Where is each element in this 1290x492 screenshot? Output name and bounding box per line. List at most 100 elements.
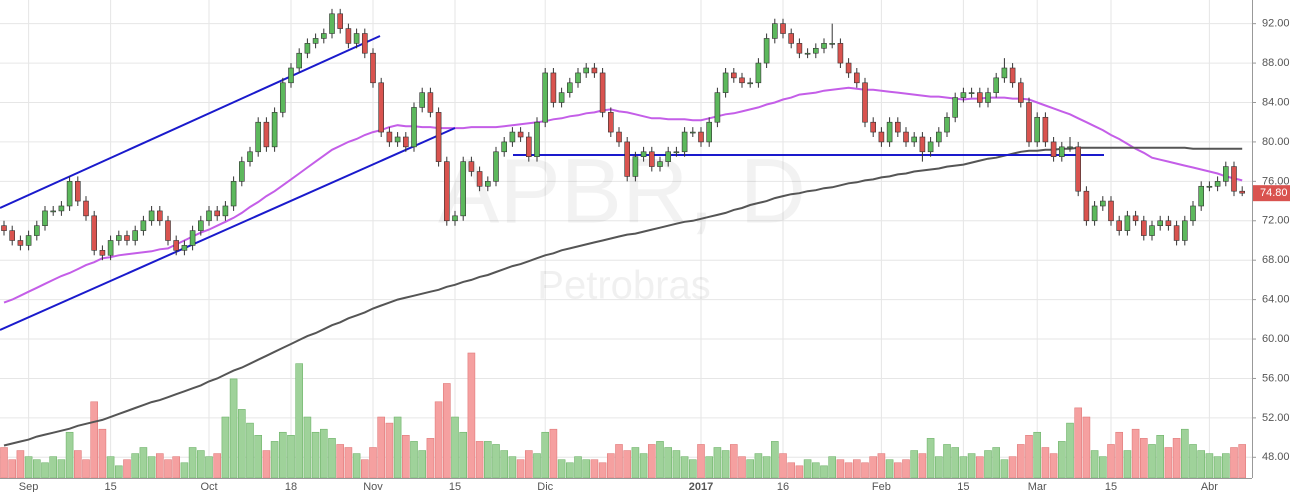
candle-body bbox=[288, 67, 294, 84]
volume-bar bbox=[41, 462, 49, 479]
volume-bar bbox=[861, 462, 869, 479]
volume-bar bbox=[623, 450, 632, 479]
x-tick-label: 2017 bbox=[689, 481, 713, 492]
volume-bar bbox=[787, 462, 796, 479]
volume-bar bbox=[1205, 453, 1214, 479]
candle-body bbox=[1108, 200, 1114, 222]
volume-bar bbox=[926, 438, 935, 479]
candle-body bbox=[148, 210, 155, 222]
candle-body bbox=[845, 62, 852, 74]
candle-body bbox=[83, 200, 89, 217]
volume-bar bbox=[410, 441, 418, 479]
volume-bar bbox=[844, 462, 853, 479]
y-tick-label: 48.00 bbox=[1262, 451, 1290, 463]
volume-bar bbox=[721, 450, 730, 479]
volume-bar bbox=[238, 409, 246, 479]
volume-bar bbox=[1000, 459, 1009, 479]
volume-bar bbox=[360, 459, 369, 479]
candle-body bbox=[763, 38, 770, 64]
volume-bar bbox=[459, 431, 468, 479]
volume-bar bbox=[606, 453, 615, 479]
volume-bar bbox=[992, 447, 1001, 479]
candle-body bbox=[116, 235, 122, 241]
volume-bar bbox=[762, 456, 771, 479]
volume-bar bbox=[246, 422, 254, 479]
candle-body bbox=[829, 43, 836, 45]
volume-bar bbox=[1140, 438, 1148, 479]
candle-body bbox=[739, 77, 745, 84]
volume-bar bbox=[590, 459, 599, 479]
volume-bar bbox=[754, 453, 763, 479]
volume-bar bbox=[1148, 444, 1156, 479]
volume-bar bbox=[24, 456, 33, 479]
candle-body bbox=[706, 121, 713, 143]
candle-body bbox=[509, 131, 516, 143]
candle-body bbox=[279, 82, 286, 113]
volume-bar bbox=[705, 456, 714, 479]
x-tick-label: Oct bbox=[200, 481, 217, 492]
candle-body bbox=[181, 245, 188, 251]
x-tick-label: Sep bbox=[19, 481, 39, 492]
candle-body bbox=[796, 43, 803, 54]
volume-bar bbox=[893, 462, 902, 479]
volume-bar bbox=[1189, 444, 1197, 479]
candle-body bbox=[837, 43, 844, 64]
volume-bar bbox=[115, 465, 123, 479]
candle-body bbox=[632, 156, 639, 177]
volume-bar bbox=[877, 453, 886, 479]
volume-bar bbox=[336, 444, 345, 479]
volume-bar bbox=[401, 435, 410, 479]
candle-body bbox=[517, 131, 524, 138]
candle-body bbox=[107, 240, 114, 256]
candle-body bbox=[542, 72, 549, 123]
volume-bar bbox=[418, 450, 427, 479]
candle-body bbox=[271, 112, 278, 148]
candle-body bbox=[1206, 185, 1213, 188]
volume-bar bbox=[352, 453, 361, 479]
candle-body bbox=[435, 112, 442, 162]
candle-body bbox=[484, 181, 491, 187]
volume-bar bbox=[615, 444, 623, 479]
volume-bar bbox=[188, 447, 197, 479]
volume-bar bbox=[647, 444, 656, 479]
candle-body bbox=[99, 250, 106, 256]
axes: 48.00 52.00 56.00 60.00 64.00 68.00 72.00 76.00… bbox=[19, 18, 1290, 492]
volume-bar bbox=[205, 456, 213, 479]
trend-line bbox=[0, 127, 456, 331]
candle-body bbox=[1050, 141, 1057, 158]
y-tick-label: 60.00 bbox=[1262, 333, 1290, 345]
candle-body bbox=[33, 225, 40, 236]
candle-body bbox=[714, 92, 721, 123]
volume-bar bbox=[1164, 447, 1173, 479]
candle-body bbox=[1059, 146, 1065, 158]
candle-body bbox=[222, 205, 229, 217]
candle-body bbox=[66, 181, 73, 207]
volume-bar bbox=[229, 378, 238, 479]
candle-body bbox=[329, 13, 335, 34]
candle-body bbox=[58, 205, 65, 212]
candle-body bbox=[345, 28, 352, 44]
candle-body bbox=[263, 121, 270, 148]
candle-body bbox=[525, 136, 532, 158]
candle-body bbox=[1182, 220, 1188, 241]
x-tick-label: 15 bbox=[104, 481, 116, 492]
candle-body bbox=[780, 23, 786, 34]
volume-bar bbox=[1222, 453, 1230, 479]
candle-body bbox=[312, 38, 319, 44]
candle-body bbox=[75, 181, 81, 202]
volume-bar bbox=[951, 447, 960, 479]
volume-bar bbox=[1066, 422, 1074, 479]
volume-bar bbox=[262, 450, 271, 479]
candle-body bbox=[1223, 166, 1229, 182]
candle-body bbox=[698, 131, 704, 143]
candle-body bbox=[370, 52, 376, 84]
candle-body bbox=[1067, 146, 1073, 149]
candle-body bbox=[788, 33, 795, 44]
moving-average-line bbox=[3, 146, 1243, 447]
x-tick-label: Nov bbox=[363, 481, 383, 492]
volume-bar bbox=[811, 462, 820, 479]
watermark-name: Petrobras bbox=[537, 264, 710, 308]
candle-body bbox=[140, 220, 147, 231]
candle-body bbox=[665, 151, 672, 162]
